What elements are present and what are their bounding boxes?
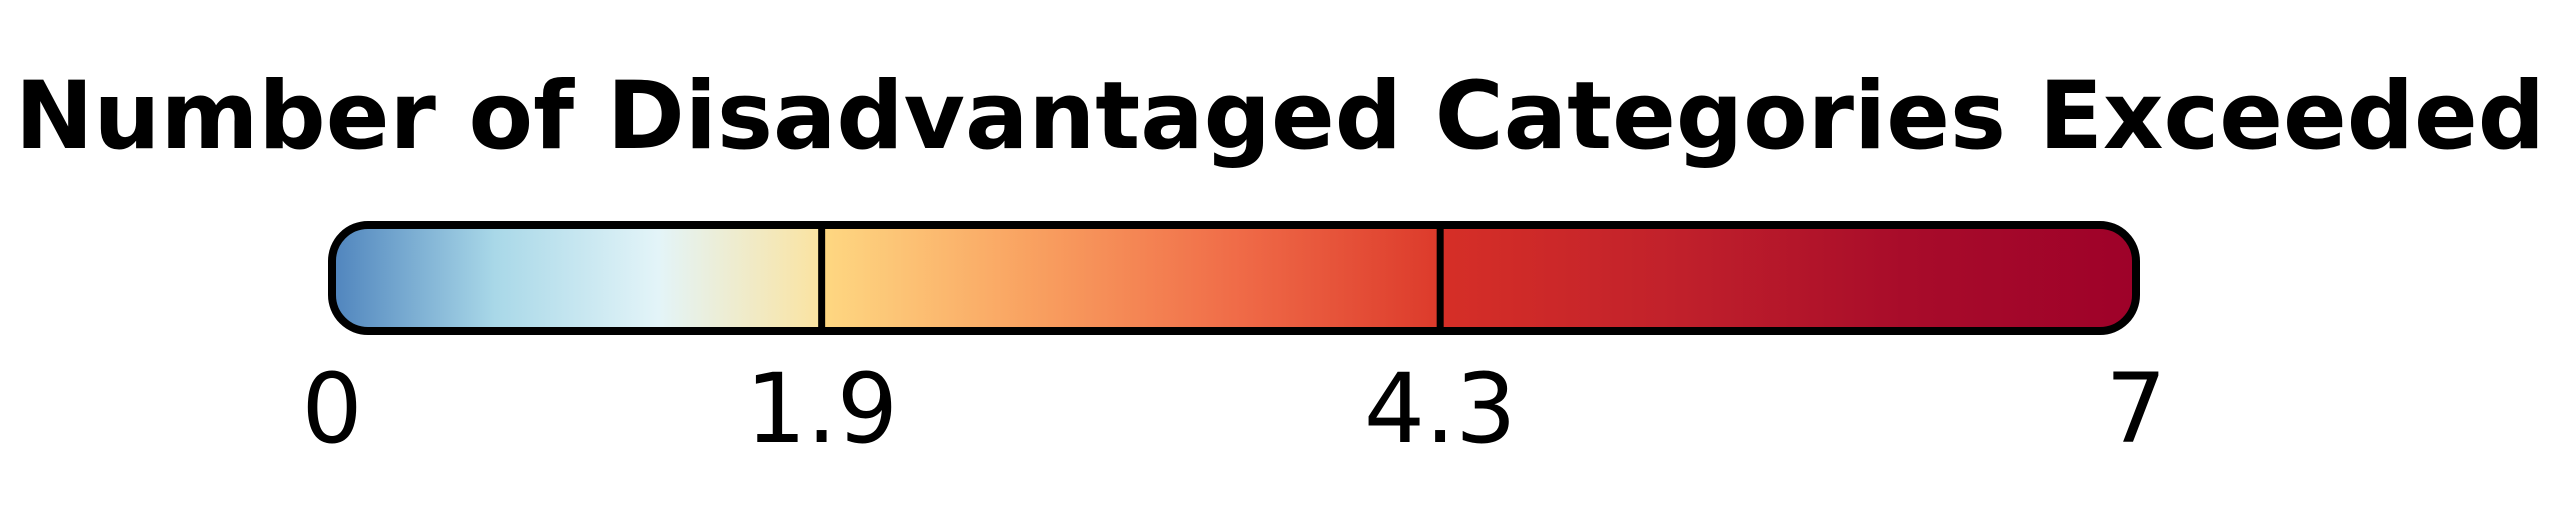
color-bar-segments — [332, 225, 2136, 331]
color-segment-2 — [1440, 225, 2136, 331]
color-segment-0 — [332, 225, 822, 331]
legend-title: Number of Disadvantaged Categories Excee… — [14, 62, 2546, 171]
color-bar-outline — [328, 221, 2140, 335]
color-segment-1 — [821, 225, 1441, 331]
tick-label-1: 1.9 — [745, 353, 898, 465]
tick-label-0: 0 — [301, 353, 362, 465]
color-bar-dividers — [818, 225, 1444, 331]
tick-label-3: 7 — [2105, 353, 2166, 465]
tick-label-2: 4.3 — [1364, 353, 1517, 465]
tick-labels: 0 1.9 4.3 7 — [301, 353, 2166, 465]
